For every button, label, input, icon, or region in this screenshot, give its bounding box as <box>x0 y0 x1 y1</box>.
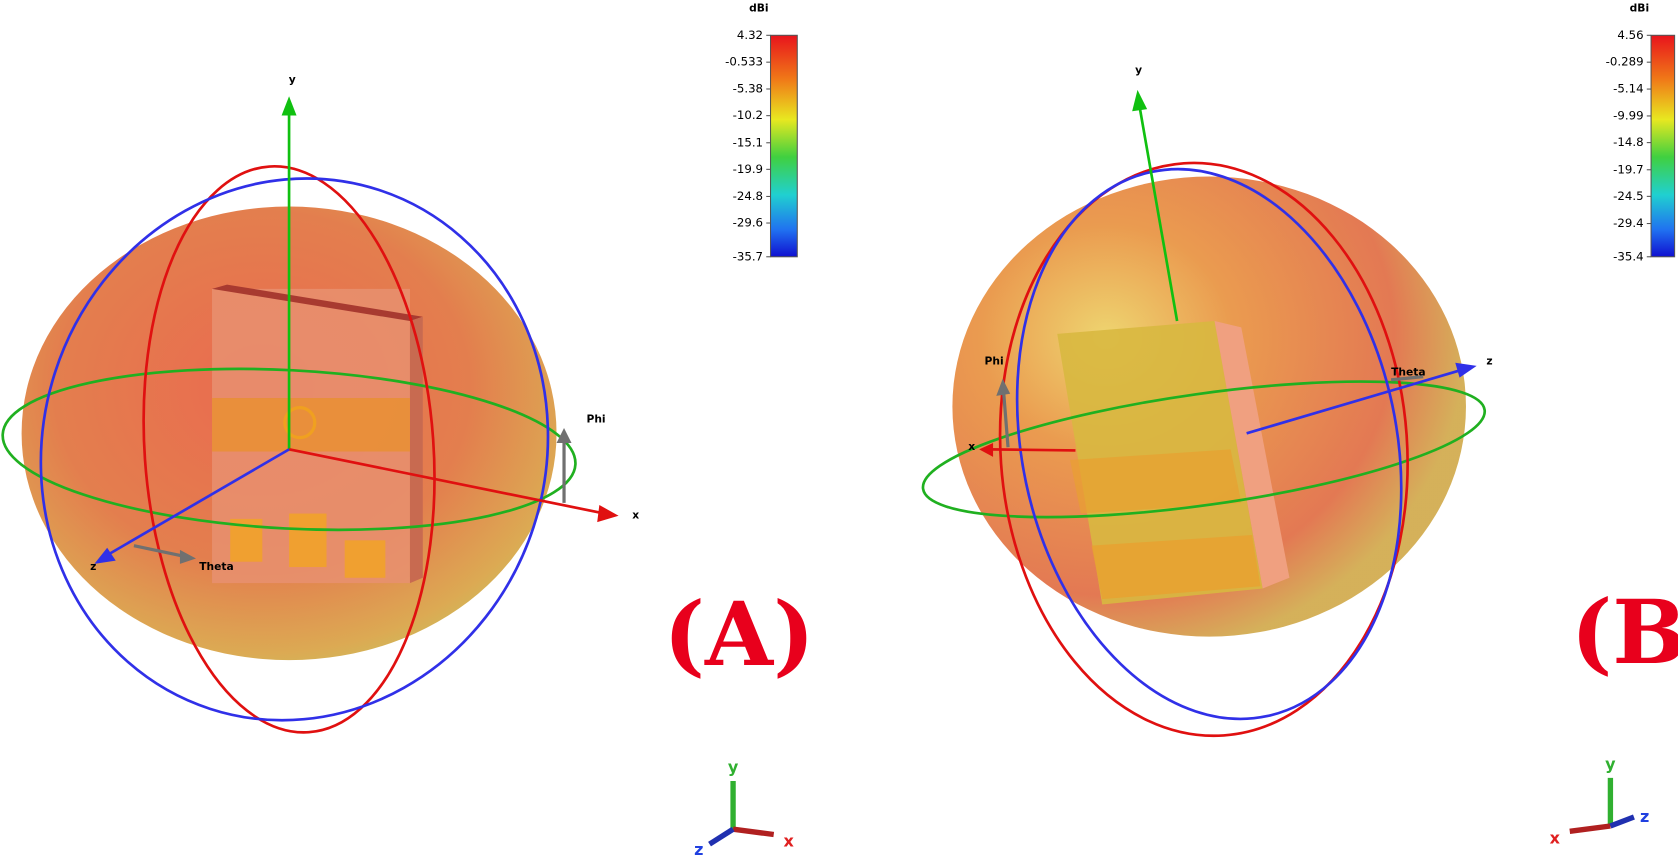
colorbar-tick-label: -35.4 <box>1613 249 1643 263</box>
axis-label: z <box>1486 355 1492 368</box>
colorbar-tick-label: -29.4 <box>1613 216 1643 230</box>
colorbar-tick-label: -5.38 <box>733 81 763 95</box>
phi-label: Phi <box>985 355 1004 368</box>
phi-label: Phi <box>587 412 606 425</box>
colorbar-tick-label: -0.289 <box>1606 55 1644 69</box>
colorbar-tick-label: -19.9 <box>733 162 763 176</box>
colorbar <box>769 34 798 258</box>
colorbar-tick-label: -14.8 <box>1613 135 1643 149</box>
triad-z <box>1609 814 1635 829</box>
colorbar-tick-label: -24.8 <box>733 189 763 203</box>
axis-label: y <box>1135 64 1142 77</box>
colorbar-tick-label: -29.6 <box>733 216 763 230</box>
colorbar-tick-label: -0.533 <box>725 55 763 69</box>
triad-x-label: x <box>784 832 795 851</box>
colorbar-unit: dBi <box>1630 2 1649 15</box>
axis-label: x <box>968 440 975 453</box>
theta-label: Theta <box>1391 365 1425 378</box>
axis-label: z <box>90 560 96 573</box>
colorbar-tick-label: -5.14 <box>1613 82 1643 96</box>
triad-z-label: z <box>694 840 703 857</box>
colorbar <box>1650 34 1676 258</box>
triad-y-label: y <box>728 758 739 777</box>
colorbar-tick-label: -9.99 <box>1613 108 1643 122</box>
colorbar-tick-label: -15.1 <box>733 135 763 149</box>
panel-label: (B) <box>1571 581 1678 684</box>
triad-x <box>732 826 775 838</box>
panel-label: (A) <box>664 583 815 686</box>
axis-label: y <box>289 73 296 86</box>
triad-x-label: x <box>1550 828 1561 847</box>
colorbar-tick-label: -10.2 <box>733 108 763 122</box>
pattern-b <box>921 89 1487 738</box>
triad-z-label: z <box>1640 807 1649 826</box>
colorbar-unit: dBi <box>749 2 768 15</box>
colorbar-tick-label: -35.7 <box>733 249 763 263</box>
colorbar-tick-label: -24.5 <box>1613 189 1643 203</box>
colorbar-tick-label: -19.7 <box>1613 162 1643 176</box>
pattern-a <box>1 96 619 734</box>
triad-z <box>708 826 735 847</box>
colorbar-tick-label: 4.32 <box>737 28 763 42</box>
triad-x <box>1569 823 1611 834</box>
axis-label: x <box>632 509 639 522</box>
triad-y-label: y <box>1605 754 1616 773</box>
theta-label: Theta <box>199 560 233 573</box>
colorbar-tick-label: 4.56 <box>1617 28 1643 42</box>
